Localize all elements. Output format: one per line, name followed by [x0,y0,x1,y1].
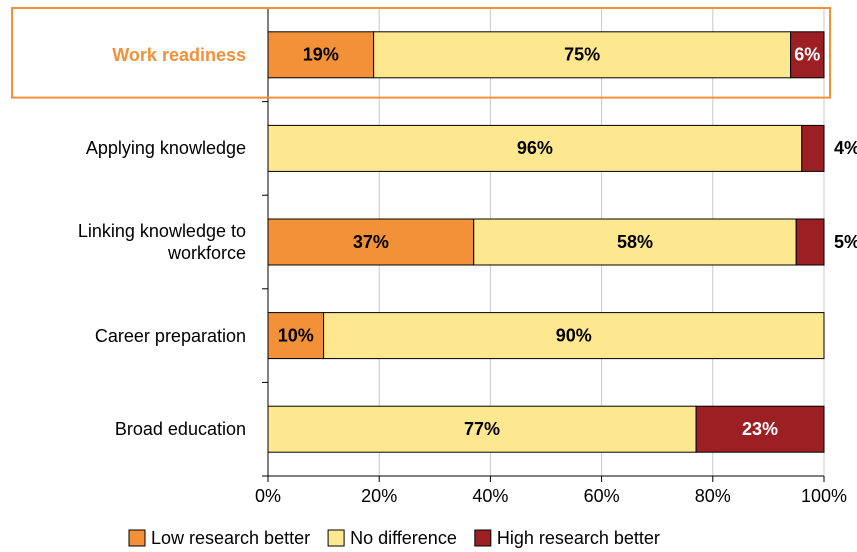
bar-segment [267,312,325,360]
category-label: Applying knowledge [85,138,246,159]
data-label: 23% [742,419,778,439]
data-label: 37% [353,232,389,252]
category-label: Career preparation [94,325,246,346]
x-tick-label: 100% [801,486,847,506]
bar-segment [695,405,825,453]
legend-label: High research better [497,528,660,548]
category-label: Broad education [114,419,246,440]
bar-segment [323,312,825,360]
category-label: Work readiness [112,44,246,65]
bar-segment [267,218,475,266]
data-label: 77% [464,419,500,439]
bar-segment [267,405,697,453]
legend-label: No difference [350,528,457,548]
x-tick-label: 20% [361,486,397,506]
legend-swatch [128,529,146,547]
data-label: 6% [794,45,820,65]
legend-label: Low research better [151,528,310,548]
bar-segment [373,31,792,79]
bar-segment [473,218,797,266]
bar-segment [795,218,825,266]
data-label: 96% [517,138,553,158]
x-tick-label: 80% [695,486,731,506]
x-tick-label: 40% [472,486,508,506]
bar-segment [801,124,825,172]
legend-swatch [327,529,345,547]
data-label: 10% [278,325,314,345]
data-label: 58% [617,232,653,252]
data-label: 4% [834,138,857,158]
data-label: 19% [303,45,339,65]
bar-segment [790,31,825,79]
legend-swatch [474,529,492,547]
x-tick-label: 60% [584,486,620,506]
bar-segment [267,124,803,172]
data-label: 75% [564,45,600,65]
category-label: Linking knowledge to workforce [77,221,246,263]
data-label: 5% [834,232,857,252]
bar-segment [267,31,375,79]
x-tick-label: 0% [255,486,281,506]
data-label: 90% [556,325,592,345]
highlight-box [11,7,831,99]
